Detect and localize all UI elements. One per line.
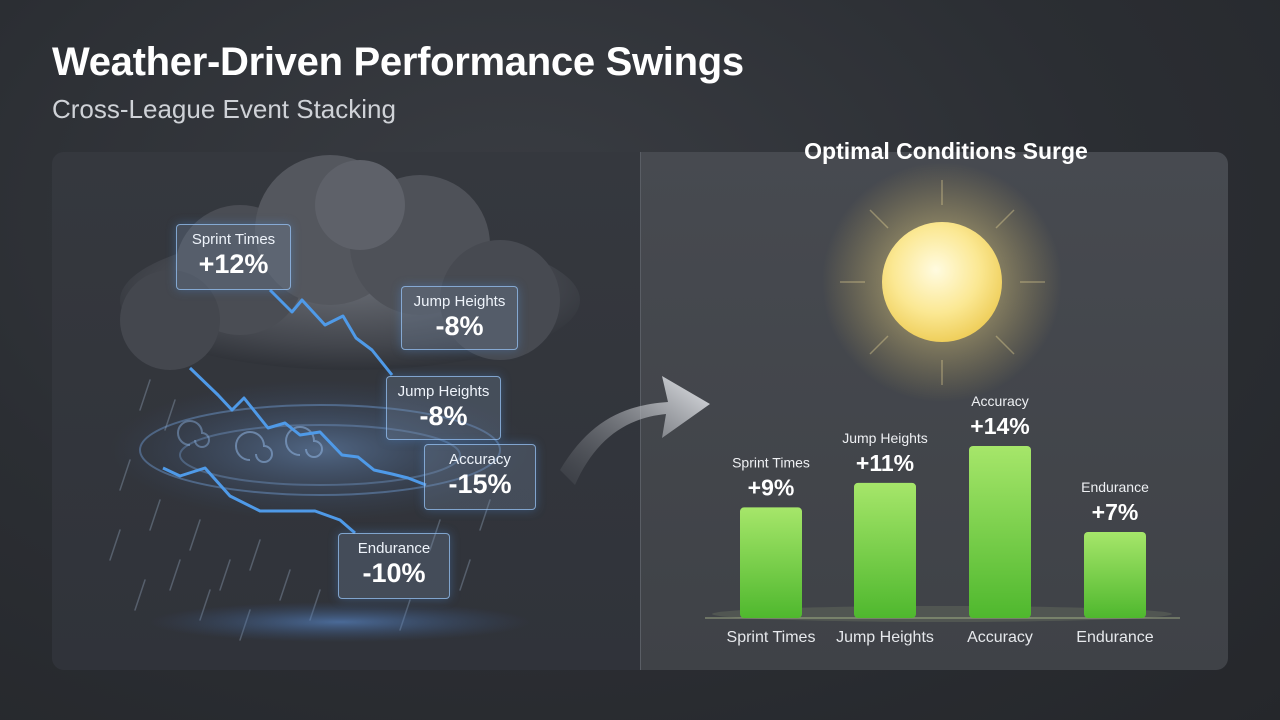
x-tick-label: Jump Heights xyxy=(836,629,934,646)
bar-value-label: +7% xyxy=(1092,499,1139,525)
bar xyxy=(969,446,1031,618)
bar-series-label: Accuracy xyxy=(971,393,1029,409)
trend-line-upper xyxy=(268,288,394,376)
puddle-glow xyxy=(150,602,530,642)
storm-metric-value: -8% xyxy=(435,311,484,341)
storm-trend-lines xyxy=(162,288,427,535)
transition-arrow-icon xyxy=(560,376,710,485)
bar-series-label: Sprint Times xyxy=(732,454,810,470)
storm-metric-label: Sprint Times xyxy=(191,231,276,248)
storm-metric-tile: Accuracy -15% xyxy=(424,444,536,510)
storm-metric-tile: Jump Heights -8% xyxy=(386,376,501,440)
storm-metric-value: -10% xyxy=(362,558,426,588)
sun-icon xyxy=(822,162,1062,402)
bar-series-label: Endurance xyxy=(1081,479,1149,495)
x-tick-label: Sprint Times xyxy=(727,629,816,646)
x-tick-label: Accuracy xyxy=(967,629,1033,646)
bar-value-label: +14% xyxy=(970,413,1029,439)
storm-metric-label: Accuracy xyxy=(449,451,511,468)
storm-metric-label: Endurance xyxy=(357,540,431,557)
storm-metric-label: Jump Heights xyxy=(397,383,490,400)
storm-metric-value: +12% xyxy=(198,249,269,279)
storm-metric-value: -15% xyxy=(448,469,512,499)
page-subtitle: Cross-League Event Stacking xyxy=(52,94,396,124)
bar-value-label: +11% xyxy=(856,450,914,476)
optimal-bar-chart: +9% Sprint Times Sprint Times +11% Jump Heig… xyxy=(727,393,1154,646)
bar xyxy=(854,482,916,618)
x-tick-label: Endurance xyxy=(1076,629,1153,646)
page-title: Weather-Driven Performance Swings xyxy=(52,40,744,84)
storm-cloud-icon xyxy=(120,155,580,370)
trend-line-middle xyxy=(188,366,427,487)
bar-series-label: Jump Heights xyxy=(842,430,928,446)
baseline-glow xyxy=(712,606,1172,622)
storm-metric-label: Jump Heights xyxy=(413,293,506,310)
bar xyxy=(740,507,802,618)
chart-title: Optimal Conditions Surge xyxy=(804,138,1088,164)
storm-metric-tile: Sprint Times +12% xyxy=(176,224,291,290)
storm-metric-tile: Endurance -10% xyxy=(338,533,450,599)
trend-line-lower xyxy=(162,466,356,535)
storm-metric-tile: Jump Heights -8% xyxy=(401,286,518,350)
bar-value-label: +9% xyxy=(748,474,795,500)
storm-metric-value: -8% xyxy=(419,401,468,431)
bar xyxy=(1084,532,1146,618)
